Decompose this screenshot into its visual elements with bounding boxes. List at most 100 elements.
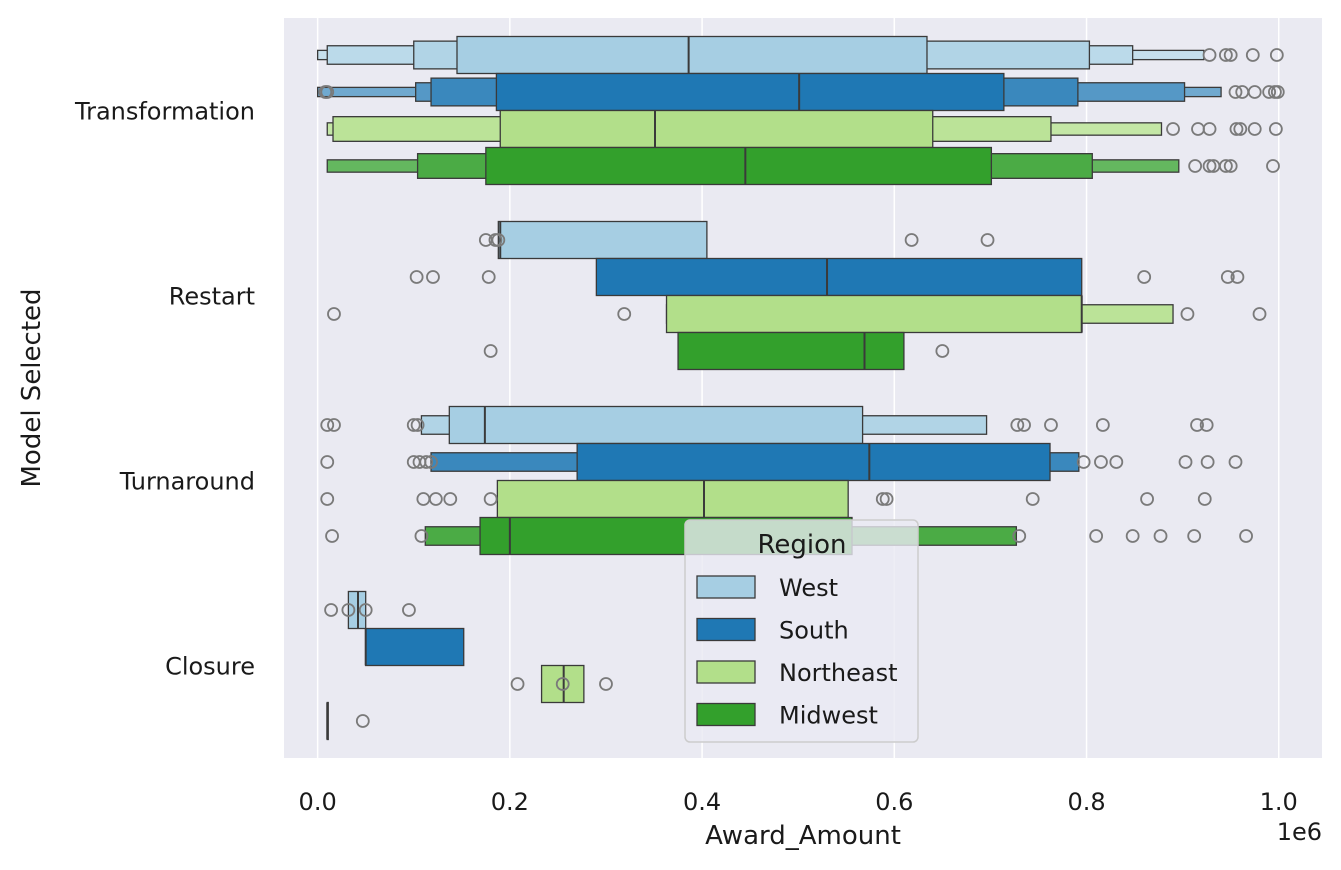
outlier-point [1187, 529, 1202, 543]
boxen-series [316, 35, 1222, 741]
outlier-point [483, 492, 498, 506]
outlier-point [1109, 455, 1124, 469]
outlier-point [428, 492, 443, 506]
outlier-point [1230, 270, 1245, 284]
outlier-point [879, 492, 894, 506]
outlier-point [320, 455, 335, 469]
outlier-point [414, 529, 429, 543]
x-axis-label: Award_Amount [705, 821, 901, 851]
outlier-point [1200, 455, 1215, 469]
outlier-point [1228, 85, 1243, 99]
outlier-point [1270, 85, 1285, 99]
outlier-point [324, 603, 338, 617]
outlier-point [1188, 159, 1203, 173]
outlier-point [1245, 48, 1260, 62]
outlier-point [320, 85, 335, 99]
outlier-point [419, 455, 434, 469]
outlier-point [1044, 418, 1058, 432]
boxen-box [665, 294, 1083, 334]
outlier-point [555, 677, 570, 691]
boxen-box [499, 109, 934, 149]
legend-swatch [696, 660, 756, 684]
outlier-point [1094, 455, 1108, 469]
outlier-point [1239, 529, 1253, 543]
outlier-point [358, 603, 373, 617]
outlier-point [1229, 122, 1244, 136]
outlier-point [1202, 159, 1217, 173]
y-tick-labels: Transformation Restart Turnaround Closure [74, 98, 255, 681]
outlier-point [1137, 270, 1152, 284]
outlier-point [1180, 307, 1195, 321]
boxen-box [448, 405, 864, 445]
outlier-point [481, 270, 496, 284]
outlier-point [410, 418, 425, 432]
outlier-point [320, 492, 335, 506]
boxen-box [365, 627, 465, 667]
outlier-point [1233, 122, 1248, 136]
outlier-point [325, 529, 339, 543]
outlier-point [1199, 418, 1214, 432]
outlier-point [1010, 418, 1025, 432]
outlier-point [1269, 48, 1284, 62]
legend-swatch [696, 702, 756, 727]
boxen-box [496, 479, 849, 519]
outlier-point [1166, 122, 1180, 136]
outlier-point [1266, 159, 1280, 173]
x-tick-labels: 0.0 0.2 0.4 0.6 0.8 1.0 [299, 788, 1298, 816]
y-axis-label: Model Selected [17, 288, 47, 487]
outlier-point [1268, 122, 1283, 136]
outlier-point [875, 492, 890, 506]
boxen-box [595, 257, 1083, 297]
x-tick-label: 0.8 [1067, 788, 1105, 816]
outlier-point [327, 307, 341, 321]
outlier-point [1262, 85, 1277, 99]
x-tick-label: 0.6 [875, 788, 913, 816]
legend-swatch [696, 617, 756, 642]
outlier-point [1202, 122, 1217, 136]
outlier-point [980, 233, 995, 247]
boxen-box [495, 72, 1005, 112]
outlier-point [1153, 529, 1168, 543]
y-tick-label: Transformation [74, 98, 255, 126]
legend-entry-label: South [779, 617, 849, 645]
legend: Region West South Northeast Midwest [684, 519, 919, 743]
outlier-point [617, 307, 632, 321]
outlier-point [1178, 455, 1193, 469]
x-tick-label: 0.4 [683, 788, 721, 816]
y-tick-label: Turnaround [119, 468, 255, 496]
x-tick-label: 1.0 [1260, 788, 1298, 816]
boxen-box [497, 220, 708, 260]
outlier-point [402, 603, 416, 617]
outlier-point [443, 492, 458, 506]
x-offset-label: 1e6 [1277, 818, 1322, 846]
outlier-point [904, 233, 919, 247]
y-tick-label: Closure [165, 653, 255, 681]
boxen-box [677, 331, 905, 371]
outlier-point [406, 418, 421, 432]
outlier-point [426, 270, 440, 284]
outlier-point [1202, 48, 1217, 62]
outlier-points [318, 48, 1285, 728]
outlier-point [355, 714, 370, 728]
boxen-box [456, 35, 928, 75]
outlier-point [1223, 48, 1238, 62]
outlier-point [1197, 492, 1212, 506]
outlier-point [1218, 159, 1233, 173]
boxen-box [576, 442, 1051, 482]
outlier-point [491, 233, 506, 247]
outlier-point [327, 418, 341, 432]
outlier-point [1089, 529, 1104, 543]
outlier-point [1220, 270, 1235, 284]
legend-entry-label: Midwest [779, 702, 878, 730]
outlier-point [599, 677, 613, 691]
outlier-point [1017, 418, 1031, 432]
outlier-point [1025, 492, 1040, 506]
outlier-point [424, 455, 438, 469]
boxen-box [485, 146, 993, 186]
outlier-point [1247, 122, 1262, 136]
outlier-point [1140, 492, 1154, 506]
outlier-point [1218, 48, 1233, 62]
outlier-point [341, 603, 356, 617]
outlier-point [483, 344, 498, 358]
